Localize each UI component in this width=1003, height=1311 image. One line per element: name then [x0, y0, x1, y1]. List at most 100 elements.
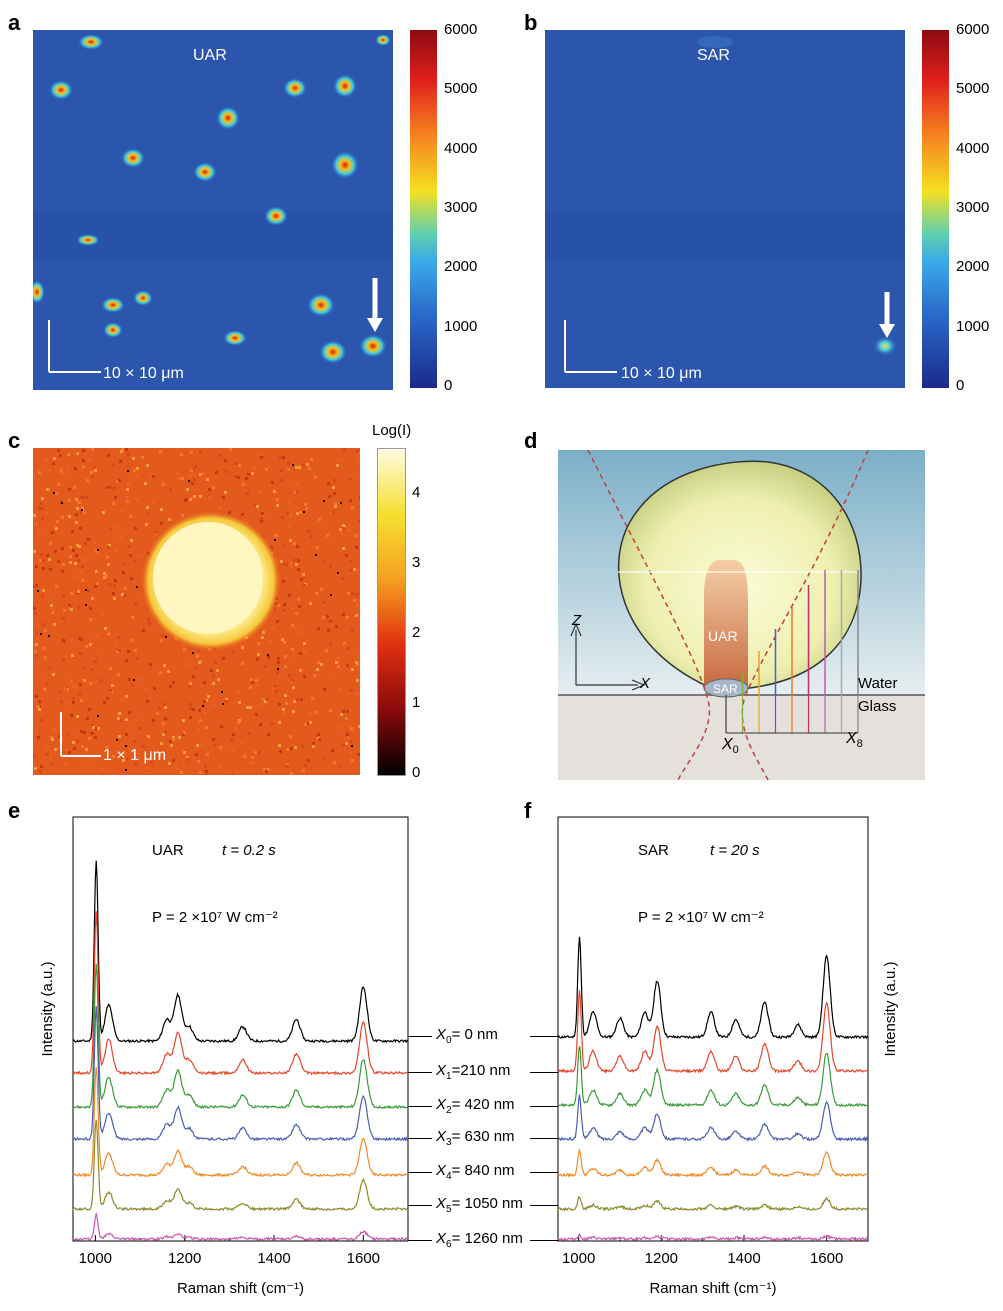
bright-spot — [359, 334, 387, 358]
chart-f-spectrum-4 — [557, 1147, 869, 1178]
position-label-x4: X4= 840 nm — [436, 1162, 515, 1182]
colorbar-a-tick: 3000 — [444, 199, 478, 216]
position-label-x5: X5= 1050 nm — [436, 1195, 523, 1215]
map-title-uar: UAR — [193, 47, 227, 64]
position-label-x1: X1=210 nm — [436, 1062, 511, 1082]
colorbar-a-tick: 4000 — [444, 139, 478, 157]
bright-spot — [33, 280, 45, 304]
map-uar — [33, 30, 393, 390]
bright-spot — [216, 106, 240, 130]
colorbar-b-tick: 6000 — [956, 21, 990, 38]
colorbar-a-tick: 5000 — [444, 80, 478, 98]
bright-spot — [103, 322, 123, 338]
scale-bar-c: 1 × 1 μm — [103, 747, 167, 764]
chart-e-spectrum-0 — [72, 860, 409, 1044]
panel-label-e: e — [8, 798, 21, 823]
chart-e-plot-frame — [72, 816, 409, 1242]
chart-e-x-tick-label: 1000 — [79, 1250, 112, 1267]
bright-spot — [223, 330, 247, 346]
chart-f-spectrum-3 — [557, 1094, 869, 1143]
chart-f-y-axis-label: Intensity (a.u.) — [882, 961, 899, 1056]
bright-spot — [283, 78, 307, 98]
chart-f-spectrum-6 — [557, 1233, 869, 1242]
position-label-x6: X6= 1260 nm — [436, 1230, 523, 1250]
chart-f-time: t = 20 s — [710, 842, 760, 859]
chart-e-x-tick-label: 1600 — [347, 1250, 380, 1267]
schematic-diagram — [558, 450, 925, 780]
colorbar-a-tick: 6000 — [444, 21, 478, 38]
colorbar-a-tick: 2000 — [444, 258, 478, 276]
bright-spot — [333, 74, 357, 98]
label-water: Water — [858, 675, 898, 692]
position-connector-right — [530, 1172, 558, 1173]
position-connector-right — [530, 1205, 558, 1206]
position-label-x3: X3= 630 nm — [436, 1128, 515, 1148]
chart-e-x-tick-label: 1200 — [168, 1250, 201, 1267]
position-connector-left — [408, 1138, 432, 1139]
chart-e-y-axis-label: Intensity (a.u.) — [39, 961, 56, 1056]
panel-label-c: c — [8, 428, 21, 453]
chart-f-plot-frame — [557, 816, 869, 1242]
chart-f-spectrum-1 — [557, 990, 869, 1074]
chart-f-label: SAR — [638, 842, 669, 859]
chart-e-spectrum-2 — [72, 963, 409, 1110]
axis-z-label: Z — [572, 612, 582, 629]
chart-f-spectrum-0 — [557, 936, 869, 1040]
bright-spot — [101, 297, 125, 313]
bright-spot — [331, 151, 359, 179]
colorbar-b-tick: 5000 — [956, 80, 990, 98]
scale-bar-b: 10 × 10 μm — [621, 365, 702, 382]
position-connector-left — [408, 1240, 432, 1241]
panel-label-b: b — [524, 10, 538, 35]
label-x0: X0 — [722, 736, 739, 757]
spectra-chart-sar: 1000 1200 1400 1600 Raman shift (cm⁻¹) Intens… — [557, 816, 899, 1297]
chart-f-x-tick-label: 1200 — [645, 1250, 678, 1267]
bright-spot — [78, 34, 104, 50]
spectra-chart-uar: 1000 1200 1400 1600 Raman shift (cm⁻¹) Intens… — [39, 816, 409, 1297]
position-connector-left — [408, 1172, 432, 1173]
label-x8: X8 — [846, 730, 863, 751]
chart-e-time: t = 0.2 s — [222, 842, 276, 859]
axis-x-label: X — [640, 675, 651, 692]
position-connector-left — [408, 1072, 432, 1073]
chart-e-spectrum-4 — [72, 1066, 409, 1178]
bright-spot — [319, 340, 347, 364]
chart-e-spectrum-1 — [72, 911, 409, 1076]
position-connector-right — [530, 1106, 558, 1107]
colorbar-b-tick: 0 — [956, 377, 965, 394]
bright-spot — [76, 234, 100, 246]
chart-f-x-axis-label: Raman shift (cm⁻¹) — [649, 1280, 776, 1297]
panel-label-f: f — [524, 798, 532, 823]
colorbar-c-tick: 1 — [412, 694, 421, 711]
bright-spot — [375, 34, 391, 46]
bright-spot — [264, 206, 288, 226]
bright-spot — [121, 148, 145, 168]
bright-spot — [133, 290, 153, 306]
colorbar-c — [377, 448, 406, 776]
colorbar-a — [410, 30, 437, 388]
chart-e-label: UAR — [152, 842, 184, 859]
chart-e-spectrum-3 — [72, 1006, 409, 1142]
chart-f-spectrum-2 — [557, 1046, 869, 1108]
colorbar-c-title: Log(I) — [372, 422, 412, 439]
chart-e-spectrum-5 — [72, 1119, 409, 1212]
label-sar-d: SAR — [713, 682, 738, 696]
map-log-intensity — [33, 448, 360, 775]
label-glass: Glass — [858, 698, 897, 715]
colorbar-c-tick: 3 — [412, 554, 421, 571]
bright-spot — [193, 162, 217, 182]
position-connector-left — [408, 1036, 432, 1037]
chart-f-x-tick-label: 1400 — [727, 1250, 760, 1267]
colorbar-b-tick: 2000 — [956, 258, 990, 276]
colorbar-c-tick: 0 — [412, 764, 421, 781]
colorbar-b-tick: 4000 — [956, 139, 990, 157]
chart-e-x-tick-label: 1400 — [257, 1250, 290, 1267]
panel-label-a: a — [8, 10, 21, 35]
chart-e-power: P = 2 ×10⁷ W cm⁻² — [152, 909, 278, 926]
position-connector-left — [408, 1205, 432, 1206]
bright-spot — [49, 80, 73, 100]
colorbar-a-tick: 0 — [444, 377, 453, 394]
map-sar — [545, 30, 905, 388]
chart-f-power: P = 2 ×10⁷ W cm⁻² — [638, 909, 764, 926]
position-label-x2: X2= 420 nm — [436, 1096, 515, 1116]
